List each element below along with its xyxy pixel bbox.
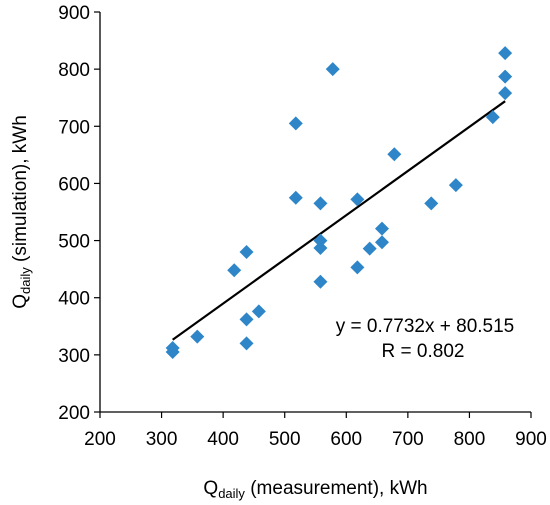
x-tick-label: 600	[330, 429, 362, 450]
x-tick-label: 500	[269, 429, 301, 450]
data-point	[374, 221, 389, 236]
y-tick-label: 300	[58, 346, 90, 367]
x-axis-label-main: Q	[203, 478, 218, 499]
data-point	[362, 241, 377, 256]
y-tick-label: 400	[58, 289, 90, 310]
data-point	[424, 196, 439, 211]
data-point	[387, 147, 402, 162]
y-tick-label: 600	[58, 174, 90, 195]
data-point	[239, 336, 254, 351]
y-tick-label: 500	[58, 232, 90, 253]
correlation-value: R = 0.802	[382, 341, 465, 362]
y-axis-label: Qdaily (simulation), kWh	[10, 115, 33, 309]
y-axis-label-sub: daily	[18, 267, 33, 294]
x-tick-label: 200	[84, 429, 116, 450]
data-point	[350, 260, 365, 275]
y-tick-label: 200	[58, 403, 90, 424]
y-tick-label: 700	[58, 117, 90, 138]
trendline	[172, 100, 506, 341]
x-tick-label: 800	[454, 429, 486, 450]
data-point	[498, 69, 513, 84]
x-tick-label: 900	[515, 429, 547, 450]
data-point	[350, 192, 365, 207]
x-tick-label: 700	[392, 429, 424, 450]
data-point	[325, 62, 340, 77]
data-points	[165, 46, 513, 359]
data-point	[448, 178, 463, 193]
y-axis-label-rest: (simulation), kWh	[10, 115, 31, 267]
trendline-equation: y = 0.7732x + 80.515	[336, 316, 515, 337]
data-point	[251, 304, 266, 319]
data-point	[498, 46, 513, 61]
y-tick-label: 800	[58, 60, 90, 81]
x-axis-label-sub: daily	[218, 486, 245, 501]
x-axis-ticks: 200 300 400 500 600 700 800 900	[84, 412, 547, 450]
data-point	[239, 245, 254, 259]
x-axis-label: Qdaily (measurement), kWh	[203, 478, 427, 501]
y-axis-label-main: Q	[10, 294, 31, 309]
data-point	[288, 116, 303, 131]
x-tick-label: 300	[146, 429, 178, 450]
x-axis-label-rest: (measurement), kWh	[245, 478, 428, 499]
data-point	[227, 263, 242, 278]
data-point	[313, 241, 328, 255]
data-point	[313, 274, 328, 289]
y-axis-ticks: 200 300 400 500 600 700 800 900	[58, 3, 100, 424]
x-tick-label: 400	[207, 429, 239, 450]
data-point	[190, 329, 205, 344]
y-tick-label: 900	[58, 3, 90, 24]
data-point	[374, 235, 389, 250]
data-point	[239, 312, 254, 327]
plot-area: 200 300 400 500 600 700 800 900 200 300 400 500 600…	[58, 3, 547, 450]
data-point	[498, 86, 513, 101]
data-point	[165, 345, 180, 359]
data-point	[288, 190, 303, 205]
data-point	[313, 233, 328, 248]
data-point	[313, 196, 328, 211]
data-point	[485, 110, 500, 125]
